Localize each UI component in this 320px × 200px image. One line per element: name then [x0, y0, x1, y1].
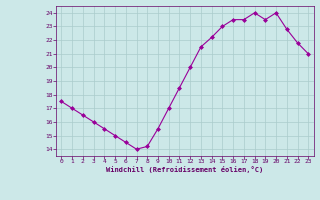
X-axis label: Windchill (Refroidissement éolien,°C): Windchill (Refroidissement éolien,°C) [106, 166, 263, 173]
